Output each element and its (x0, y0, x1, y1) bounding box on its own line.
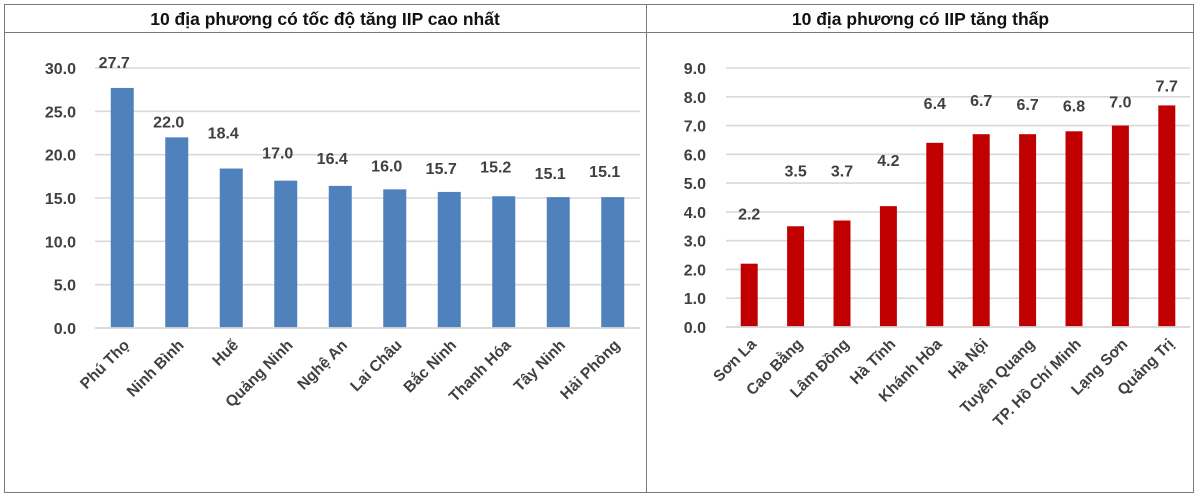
panel-divider (646, 4, 647, 493)
x-category-label: Tây Ninh (511, 337, 569, 395)
y-tick-label: 8.0 (684, 90, 706, 107)
y-tick-label: 1.0 (684, 291, 706, 308)
data-label: 7.7 (1156, 78, 1178, 95)
chart-frame (4, 4, 1194, 493)
bar (1111, 125, 1129, 327)
y-tick-label: 25.0 (45, 104, 76, 121)
x-category-label: Huế (209, 337, 242, 370)
data-label: 7.0 (1109, 95, 1131, 112)
data-label: 17.0 (262, 146, 293, 163)
data-label: 4.2 (877, 153, 899, 170)
x-category-label: Ninh Bình (124, 337, 188, 401)
data-label: 22.0 (153, 114, 184, 131)
data-label: 6.7 (1016, 97, 1038, 114)
bar (926, 142, 944, 327)
data-label: 18.4 (208, 126, 239, 143)
bar (1065, 131, 1083, 327)
y-tick-label: 5.0 (54, 278, 76, 295)
y-tick-label: 9.0 (684, 61, 706, 78)
x-category-label: Hải Phòng (557, 337, 623, 403)
data-label: 15.2 (480, 159, 511, 176)
bar (437, 191, 461, 328)
y-tick-label: 5.0 (684, 176, 706, 193)
y-tick-label: 30.0 (45, 61, 76, 78)
bar (383, 189, 407, 328)
right-chart-title: 10 địa phương có IIP tăng thấp (791, 9, 1050, 29)
data-label: 27.7 (99, 55, 130, 72)
data-label: 15.1 (589, 164, 620, 181)
bar (328, 185, 352, 328)
title-row-divider (4, 32, 1194, 33)
data-label: 2.2 (738, 207, 760, 224)
data-label: 3.7 (831, 164, 853, 181)
bar (972, 134, 990, 327)
bar (110, 87, 134, 328)
y-tick-label: 6.0 (684, 147, 706, 164)
y-tick-label: 4.0 (684, 205, 706, 222)
bar (879, 206, 897, 327)
x-category-label: Nghệ An (294, 337, 351, 394)
data-label: 16.4 (317, 151, 348, 168)
x-category-label: Phú Thọ (77, 337, 133, 393)
bar (165, 137, 189, 328)
y-tick-label: 0.0 (54, 321, 76, 338)
y-tick-label: 2.0 (684, 262, 706, 279)
y-tick-label: 3.0 (684, 234, 706, 251)
bar (219, 168, 243, 328)
y-tick-label: 0.0 (684, 320, 706, 337)
y-tick-label: 15.0 (45, 191, 76, 208)
bar (787, 226, 805, 327)
y-tick-label: 7.0 (684, 119, 706, 136)
data-label: 3.5 (784, 163, 806, 180)
data-label: 15.7 (426, 161, 457, 178)
bar (1019, 134, 1037, 327)
data-label: 6.8 (1063, 98, 1085, 115)
bar (492, 196, 516, 328)
y-tick-label: 10.0 (45, 234, 76, 251)
data-label: 16.0 (371, 158, 402, 175)
bar (1158, 105, 1176, 328)
bar (833, 220, 851, 327)
data-label: 6.4 (924, 96, 946, 113)
left-chart-title: 10 địa phương có tốc độ tăng IIP cao nhấ… (150, 9, 500, 29)
x-category-label: Lai Châu (347, 337, 405, 395)
y-tick-label: 20.0 (45, 148, 76, 165)
bar (740, 263, 758, 327)
data-label: 6.7 (970, 93, 992, 110)
bar (546, 197, 570, 328)
x-category-label: Hà Nội (945, 336, 992, 383)
bar (274, 180, 298, 328)
data-label: 15.1 (535, 166, 566, 183)
left-bar-chart: 0.0 5.0 10.0 15.0 20.0 25.0 30.0 27.7 Phú Thọ 22.… (45, 55, 640, 411)
bar (601, 197, 625, 328)
